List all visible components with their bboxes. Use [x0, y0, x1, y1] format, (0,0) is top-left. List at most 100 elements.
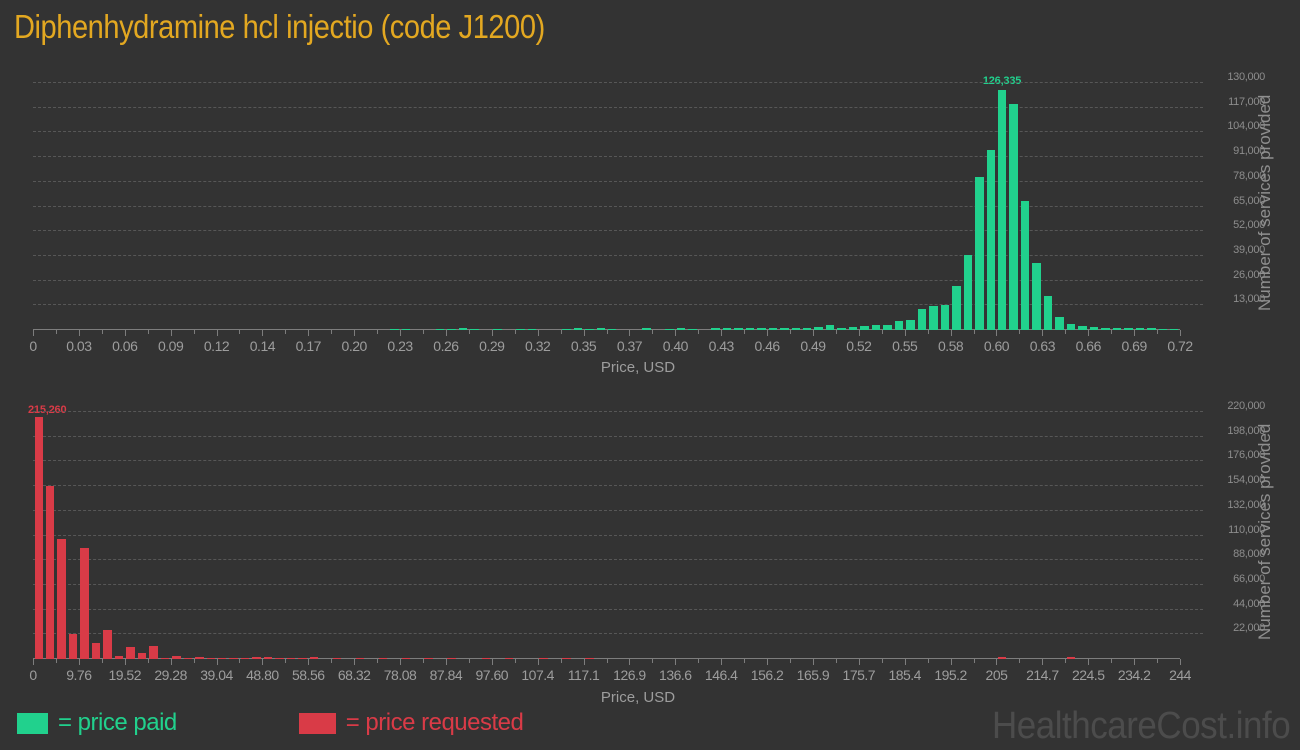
x-tick-minor	[1019, 330, 1021, 334]
x-tick-minor	[744, 330, 746, 334]
histogram-bar	[745, 328, 755, 330]
x-tick-label: 0.55	[892, 338, 918, 354]
histogram-bar	[986, 150, 995, 330]
x-tick-major	[767, 330, 769, 336]
y-gridline	[33, 608, 1203, 610]
histogram-bar	[952, 286, 961, 330]
x-tick-label: 107.4	[521, 667, 554, 683]
x-tick-major	[721, 659, 723, 665]
histogram-bar	[596, 328, 605, 330]
x-tick-major	[354, 659, 356, 665]
x-tick-minor	[514, 659, 516, 663]
x-tick-minor	[560, 659, 562, 663]
histogram-bar	[103, 630, 112, 659]
x-tick-label: 126.9	[613, 667, 646, 683]
histogram-bar	[447, 329, 456, 330]
x-tick-minor	[55, 330, 57, 334]
x-tick-label: 97.60	[475, 667, 509, 683]
y-gridline	[33, 156, 1203, 158]
histogram-bar	[298, 658, 307, 659]
x-tick-label: 0.46	[754, 338, 780, 354]
histogram-bar	[80, 548, 89, 659]
y-tick-label: 154,000	[1227, 474, 1265, 487]
x-tick-label: 195.2	[934, 667, 967, 683]
x-tick-minor	[927, 659, 929, 663]
x-tick-minor	[101, 330, 103, 334]
x-tick-label: 0.06	[112, 338, 138, 354]
x-tick-major	[1042, 659, 1044, 665]
histogram-bar	[1124, 328, 1133, 330]
x-tick-minor	[147, 330, 149, 334]
x-tick-label: 234.2	[1117, 667, 1151, 683]
histogram-bar	[137, 653, 147, 659]
x-tick-minor	[1157, 330, 1159, 334]
x-axis-line	[33, 658, 1180, 659]
x-tick-label: 0.17	[295, 338, 322, 354]
x-tick-minor	[422, 330, 424, 334]
histogram-bar	[1158, 329, 1168, 330]
histogram-bar	[1147, 328, 1156, 330]
y-tick-label: 39,000	[1233, 243, 1265, 256]
histogram-bar	[252, 657, 261, 659]
x-tick-minor	[790, 659, 792, 663]
histogram-bar	[688, 329, 697, 330]
y-tick-label: 220,000	[1227, 400, 1265, 412]
histogram-bar	[642, 328, 651, 330]
x-tick-label: 0.12	[203, 338, 230, 354]
x-tick-minor	[652, 659, 654, 663]
x-tick-minor	[652, 330, 654, 334]
y-tick-label: 91,000	[1233, 145, 1265, 158]
x-tick-label: 29.28	[154, 667, 187, 683]
y-tick-label: 13,000	[1233, 293, 1265, 306]
x-tick-label: 0.26	[433, 338, 459, 354]
x-tick-major	[262, 659, 264, 665]
x-tick-minor	[973, 330, 975, 334]
x-tick-label: 117.1	[567, 667, 600, 683]
histogram-bar	[665, 329, 674, 330]
histogram-bar	[963, 255, 973, 330]
x-tick-label: 224.5	[1071, 667, 1105, 683]
x-tick-major	[721, 330, 723, 336]
x-tick-major	[537, 330, 539, 336]
histogram-bar	[34, 417, 43, 659]
x-tick-minor	[835, 659, 837, 663]
histogram-bar	[275, 658, 284, 659]
x-tick-major	[124, 330, 126, 336]
x-tick-minor	[881, 330, 883, 334]
y-tick-label: 52,000	[1233, 219, 1265, 232]
x-tick-major	[996, 659, 998, 665]
y-tick-label: 66,000	[1233, 572, 1265, 585]
x-tick-label: 68.32	[337, 667, 371, 683]
x-tick-major	[537, 659, 539, 665]
x-tick-major	[812, 659, 814, 665]
y-tick-label: 26,000	[1233, 268, 1265, 281]
price-requested-legend-label: = price requested	[345, 709, 524, 736]
histogram-bar	[390, 329, 399, 330]
histogram-bar	[447, 658, 456, 659]
histogram-bar	[1020, 201, 1030, 330]
histogram-bar	[585, 329, 594, 330]
x-tick-label: 0.14	[249, 338, 276, 354]
x-tick-label: 214.7	[1026, 667, 1059, 683]
histogram-bar	[883, 325, 892, 330]
y-axis-title-paid: Number of services provided	[1255, 94, 1274, 311]
y-gridline	[33, 279, 1203, 281]
histogram-bar	[814, 327, 823, 330]
histogram-bar	[355, 658, 365, 659]
histogram-bar	[837, 328, 846, 330]
y-gridline	[33, 559, 1203, 561]
x-tick-major	[124, 659, 126, 665]
histogram-bar	[57, 539, 66, 659]
x-tick-label: 0.03	[66, 338, 92, 354]
histogram-bar	[263, 657, 273, 659]
x-tick-label: 19.52	[108, 667, 142, 683]
x-tick-label: 0.60	[983, 338, 1010, 354]
x-tick-minor	[973, 659, 975, 663]
histogram-bar	[183, 658, 193, 659]
x-tick-minor	[239, 659, 241, 663]
histogram-bar	[240, 658, 250, 659]
x-tick-minor	[1111, 330, 1113, 334]
histogram-bar	[206, 658, 216, 659]
x-tick-major	[400, 659, 402, 665]
x-tick-major	[491, 659, 493, 665]
